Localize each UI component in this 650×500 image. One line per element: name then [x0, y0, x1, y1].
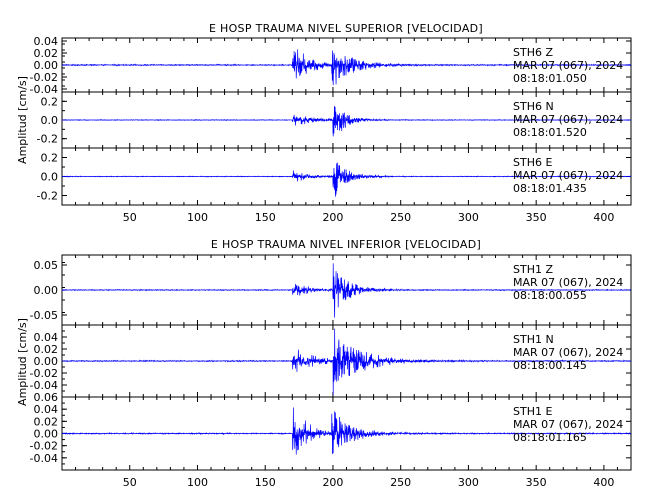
y-tick-label: -0.2 [37, 190, 58, 203]
trace-annotation-line: STH6 N [513, 100, 554, 113]
trace-annotation-line: MAR 07 (067), 2024 [513, 113, 623, 126]
x-tick-label: 350 [526, 211, 547, 224]
x-tick-label: 250 [390, 211, 411, 224]
y-axis-label-inferior: Amplitud [cm/s] [16, 318, 29, 406]
trace-annotation-line: MAR 07 (067), 2024 [513, 346, 623, 359]
y-tick-label: 0.0 [41, 114, 59, 127]
y-tick-label: 0.2 [41, 152, 59, 165]
x-tick-label: 250 [390, 476, 411, 489]
trace-annotation-line: 08:18:01.165 [513, 431, 587, 444]
x-tick-label: 100 [187, 476, 208, 489]
trace-annotation-line: MAR 07 (067), 2024 [513, 169, 623, 182]
y-tick-label: 0.04 [34, 331, 59, 344]
trace-annotation-line: STH6 Z [513, 46, 553, 59]
y-tick-label: 0.00 [34, 355, 59, 368]
y-tick-label: -0.02 [30, 367, 58, 380]
x-tick-label: 150 [255, 476, 276, 489]
panel-title-inferior: E HOSP TRAUMA NIVEL INFERIOR [VELOCIDAD] [211, 238, 481, 251]
x-tick-label: 200 [322, 476, 343, 489]
y-tick-label: 0.02 [34, 47, 59, 60]
y-tick-label: 0.05 [34, 259, 59, 272]
panel-title-superior: E HOSP TRAUMA NIVEL SUPERIOR [VELOCIDAD] [209, 22, 483, 35]
seismic-trace-line [62, 407, 631, 455]
y-tick-label: 0.00 [34, 59, 59, 72]
y-tick-label: -0.04 [30, 452, 58, 465]
trace-annotation-line: STH1 Z [513, 263, 553, 276]
seismic-trace-line [62, 162, 631, 197]
y-tick-label: -0.05 [30, 309, 58, 322]
y-tick-label: -0.02 [30, 440, 58, 453]
x-tick-label: 300 [458, 211, 479, 224]
x-tick-label: 350 [526, 476, 547, 489]
y-axis-label-superior: Amplitud [cm/s] [16, 76, 29, 164]
trace-annotation-line: MAR 07 (067), 2024 [513, 59, 623, 72]
seismic-trace-line [62, 263, 631, 318]
trace-annotation-line: STH6 E [513, 156, 552, 169]
y-tick-label: -0.04 [30, 379, 58, 392]
trace-annotation-line: STH1 N [513, 333, 554, 346]
y-tick-label: -0.04 [30, 83, 58, 96]
trace-annotation-line: 08:18:01.520 [513, 126, 587, 139]
y-tick-label: 0.00 [34, 428, 59, 441]
x-tick-label: 100 [187, 211, 208, 224]
trace-annotation-line: STH1 E [513, 405, 552, 418]
y-tick-label: 0.0 [41, 171, 59, 184]
x-tick-label: 50 [123, 476, 137, 489]
x-tick-label: 150 [255, 211, 276, 224]
y-tick-label: 0.02 [34, 343, 59, 356]
trace-annotation-line: 08:18:00.055 [513, 289, 587, 302]
y-tick-label: -0.02 [30, 71, 58, 84]
y-tick-label: 0.04 [34, 35, 59, 48]
y-tick-label: 0.02 [34, 415, 59, 428]
trace-annotation-line: 08:18:01.435 [513, 182, 587, 195]
x-tick-label: 400 [593, 476, 614, 489]
seismic-trace-line [62, 328, 631, 395]
y-tick-label: 0.06 [34, 391, 59, 404]
y-tick-label: -0.2 [37, 133, 58, 146]
x-tick-label: 400 [593, 211, 614, 224]
y-tick-label: 0.2 [41, 95, 59, 108]
y-tick-label: 0.04 [34, 403, 59, 416]
y-tick-label: 0.00 [34, 284, 59, 297]
x-tick-label: 50 [123, 211, 137, 224]
x-tick-label: 300 [458, 476, 479, 489]
x-tick-label: 200 [322, 211, 343, 224]
seismic-trace-line [62, 49, 631, 86]
trace-annotation-line: MAR 07 (067), 2024 [513, 276, 623, 289]
trace-annotation-line: 08:18:00.145 [513, 359, 587, 372]
seismic-trace-line [62, 106, 631, 137]
trace-annotation-line: 08:18:01.050 [513, 72, 587, 85]
trace-annotation-line: MAR 07 (067), 2024 [513, 418, 623, 431]
